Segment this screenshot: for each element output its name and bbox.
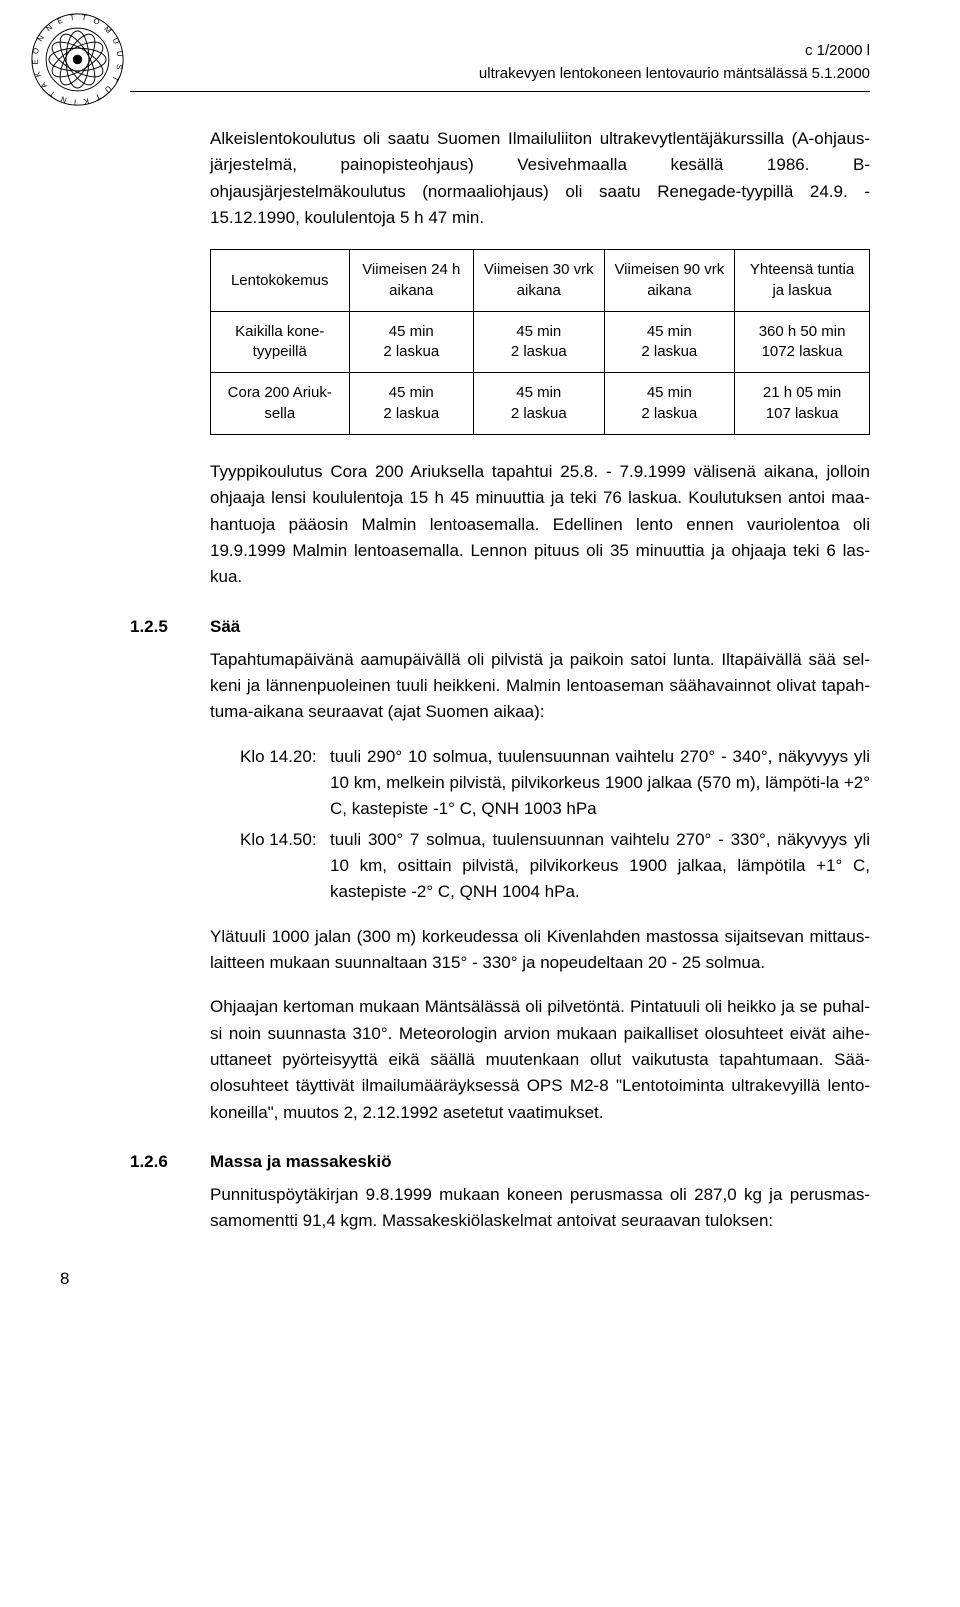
section-title: Massa ja massakeskiö	[210, 1152, 391, 1172]
table-row: Cora 200 Ariuk-sella 45 min2 laskua 45 m…	[211, 373, 870, 435]
observation-time: Klo 14.20:	[210, 744, 330, 823]
agency-logo: O N N E T T O M U U S T U T K I N T A K …	[30, 12, 125, 107]
type-training-paragraph: Tyyppikoulutus Cora 200 Ariuksella tapah…	[210, 459, 870, 591]
col-header: Viimeisen 24 h aikana	[349, 250, 473, 312]
row-label: Cora 200 Ariuk-sella	[211, 373, 350, 435]
section-number: 1.2.5	[130, 617, 210, 637]
observation-row: Klo 14.50: tuuli 300° 7 solmua, tuulensu…	[210, 827, 870, 906]
row-label: Kaikilla kone-tyypeillä	[211, 311, 350, 373]
weather-intro-paragraph: Tapahtumapäivänä aamupäivällä oli pilvis…	[210, 647, 870, 726]
weather-observations: Klo 14.20: tuuli 290° 10 solmua, tuulens…	[210, 744, 870, 906]
page-header: c 1/2000 l ultrakevyen lentokoneen lento…	[130, 40, 870, 85]
header-rule	[130, 91, 870, 92]
doc-title: ultrakevyen lentokoneen lentovaurio mänt…	[130, 63, 870, 86]
mass-paragraph: Punnituspöytäkirjan 9.8.1999 mukaan kone…	[210, 1182, 870, 1235]
section-title: Sää	[210, 617, 240, 637]
section-heading-mass: 1.2.6 Massa ja massakeskiö	[130, 1152, 870, 1172]
table-header-row: Lentokokemus Viimeisen 24 h aikana Viime…	[211, 250, 870, 312]
cell: 45 min2 laskua	[473, 373, 604, 435]
cell: 21 h 05 min107 laskua	[735, 373, 870, 435]
cell: 45 min2 laskua	[473, 311, 604, 373]
section-number: 1.2.6	[130, 1152, 210, 1172]
table-row: Kaikilla kone-tyypeillä 45 min2 laskua 4…	[211, 311, 870, 373]
weather-analysis-paragraph: Ohjaajan kertoman mukaan Mäntsälässä oli…	[210, 994, 870, 1126]
cell: 45 min2 laskua	[349, 311, 473, 373]
cell: 45 min2 laskua	[604, 373, 735, 435]
training-paragraph: Alkeislentokoulutus oli saatu Suomen Ilm…	[210, 126, 870, 231]
col-header: Viimeisen 30 vrk aikana	[473, 250, 604, 312]
col-header: Viimeisen 90 vrk aikana	[604, 250, 735, 312]
body-content: Alkeislentokoulutus oli saatu Suomen Ilm…	[130, 126, 870, 591]
mass-section-body: Punnituspöytäkirjan 9.8.1999 mukaan kone…	[130, 1182, 870, 1235]
col-header: Lentokokemus	[211, 250, 350, 312]
observation-text: tuuli 290° 10 solmua, tuulensuunnan vaih…	[330, 744, 870, 823]
cell: 45 min2 laskua	[604, 311, 735, 373]
doc-reference: c 1/2000 l	[130, 40, 870, 63]
cell: 45 min2 laskua	[349, 373, 473, 435]
weather-section-body: Tapahtumapäivänä aamupäivällä oli pilvis…	[130, 647, 870, 1127]
section-heading-weather: 1.2.5 Sää	[130, 617, 870, 637]
page-container: O N N E T T O M U U S T U T K I N T A K …	[0, 0, 960, 1313]
col-header: Yhteensä tuntia ja laskua	[735, 250, 870, 312]
observation-time: Klo 14.50:	[210, 827, 330, 906]
page-number: 8	[60, 1269, 69, 1289]
observation-text: tuuli 300° 7 solmua, tuulensuunnan vaiht…	[330, 827, 870, 906]
cell: 360 h 50 min1072 laskua	[735, 311, 870, 373]
observation-row: Klo 14.20: tuuli 290° 10 solmua, tuulens…	[210, 744, 870, 823]
upper-wind-paragraph: Ylätuuli 1000 jalan (300 m) korkeudessa …	[210, 924, 870, 977]
flight-experience-table: Lentokokemus Viimeisen 24 h aikana Viime…	[210, 249, 870, 435]
